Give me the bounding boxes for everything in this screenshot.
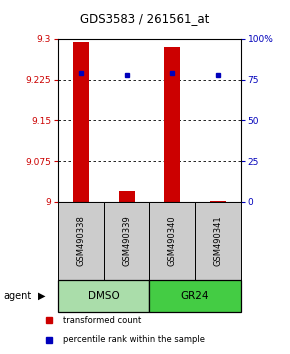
Bar [119, 191, 135, 202]
Text: GSM490338: GSM490338 [76, 215, 85, 266]
Text: ▶: ▶ [38, 291, 46, 301]
Bar [195, 202, 241, 280]
Text: GDS3583 / 261561_at: GDS3583 / 261561_at [80, 12, 210, 25]
Text: transformed count: transformed count [63, 316, 142, 325]
Text: GSM490340: GSM490340 [168, 215, 177, 266]
Bar [149, 202, 195, 280]
Text: DMSO: DMSO [88, 291, 119, 301]
Text: GSM490339: GSM490339 [122, 215, 131, 266]
Bar [58, 280, 149, 312]
Bar [58, 202, 104, 280]
Bar [104, 202, 149, 280]
Text: agent: agent [3, 291, 31, 301]
Bar [73, 42, 89, 202]
Text: GR24: GR24 [181, 291, 209, 301]
Text: percentile rank within the sample: percentile rank within the sample [63, 335, 205, 344]
Bar [149, 280, 241, 312]
Bar [210, 201, 226, 202]
Bar [164, 47, 180, 202]
Text: GSM490341: GSM490341 [213, 215, 222, 266]
